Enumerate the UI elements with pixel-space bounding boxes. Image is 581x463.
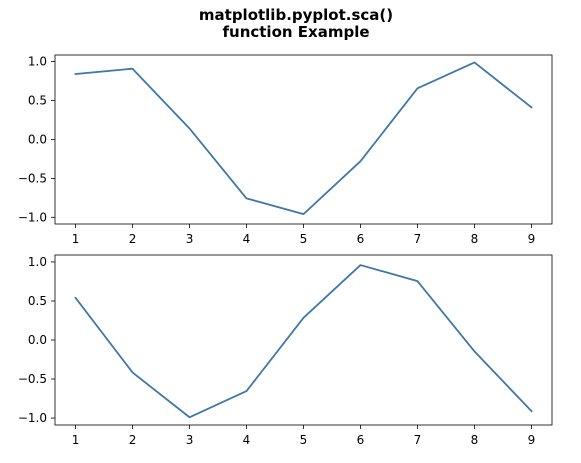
top-x-tick-label-2: 2 <box>129 232 137 246</box>
top-y-tick-label-3: −0.5 <box>18 171 47 185</box>
figure-title-line-2: function Example <box>222 23 369 41</box>
top-x-tick-label-7: 7 <box>414 232 422 246</box>
bottom-x-tick-label-9: 9 <box>528 433 536 447</box>
top-y-tick-label-1: 0.5 <box>28 94 47 108</box>
top-y-tick-label-0: 1.0 <box>28 55 47 69</box>
bottom-x-tick-label-6: 6 <box>357 433 365 447</box>
figure-title-line-1: matplotlib.pyplot.sca() <box>199 6 393 24</box>
top-y-tick-label-4: −1.0 <box>18 210 47 224</box>
bottom-series-line-0 <box>74 264 533 419</box>
bottom-x-tick-label-3: 3 <box>186 433 194 447</box>
top-series-line-0 <box>74 61 533 216</box>
bottom-x-tick-label-5: 5 <box>300 433 308 447</box>
top-x-tick-label-1: 1 <box>72 232 80 246</box>
top-x-tick-label-6: 6 <box>357 232 365 246</box>
bottom-y-tick-label-2: 0.0 <box>28 333 47 347</box>
bottom-y-tick-label-1: 0.5 <box>28 294 47 308</box>
top-x-tick-label-3: 3 <box>186 232 194 246</box>
bottom-x-tick-label-2: 2 <box>129 433 137 447</box>
bottom-x-tick-label-4: 4 <box>243 433 251 447</box>
bottom-x-tick-label-7: 7 <box>414 433 422 447</box>
top-x-tick-label-8: 8 <box>471 232 479 246</box>
bottom-subplot: 1 2 3 4 5 6 7 8 9 1.0 0.5 0.0 −0.5 −1.0 <box>18 254 553 447</box>
top-subplot: 1 2 3 4 5 6 7 8 9 1.0 0.5 0.0 −0.5 −1.0 <box>18 54 553 246</box>
bottom-y-tick-label-4: −1.0 <box>18 411 47 425</box>
bottom-x-tick-label-8: 8 <box>471 433 479 447</box>
top-x-tick-label-4: 4 <box>243 232 251 246</box>
bottom-x-tick-label-1: 1 <box>72 433 80 447</box>
top-x-tick-label-9: 9 <box>528 232 536 246</box>
top-y-tick-label-2: 0.0 <box>28 132 47 146</box>
top-x-tick-label-5: 5 <box>300 232 308 246</box>
bottom-y-tick-label-0: 1.0 <box>28 255 47 269</box>
bottom-y-tick-label-3: −0.5 <box>18 372 47 386</box>
